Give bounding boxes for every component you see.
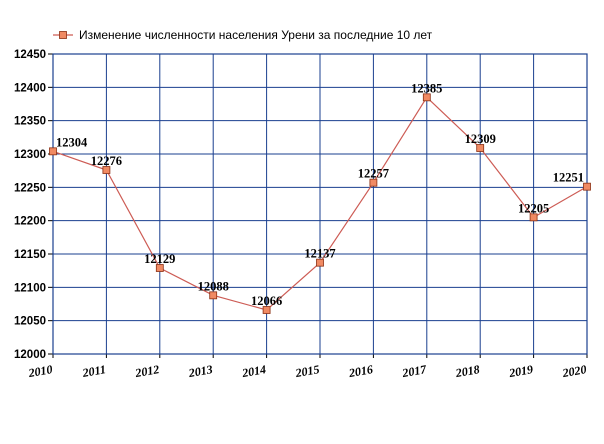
legend-label: Изменение численности населения Урени за… [79, 28, 433, 42]
data-label: 12066 [251, 294, 282, 308]
y-tick-label: 12000 [14, 349, 46, 361]
data-point-marker [155, 264, 164, 272]
data-point-marker [262, 306, 271, 314]
data-point-marker [209, 291, 218, 300]
grid [48, 53, 588, 358]
data-point-marker [422, 93, 431, 102]
data-label: 12385 [411, 81, 442, 95]
x-tick-label: 2012 [133, 362, 160, 380]
x-tick-label: 2017 [400, 362, 428, 380]
x-tick-label: 2013 [187, 362, 214, 380]
y-tick-label: 12200 [14, 216, 46, 228]
x-tick-label: 2018 [454, 362, 481, 380]
data-point-marker [476, 144, 485, 152]
data-label: 12304 [56, 135, 88, 149]
x-tick-label: 2019 [507, 362, 534, 380]
x-tick-label: 2015 [293, 362, 320, 380]
plot-frame [52, 53, 588, 355]
y-tick-label: 12400 [14, 82, 46, 94]
data-label: 12251 [553, 171, 584, 185]
y-axis-ticks: 12000 12050 12100 12150 12200 12250 12300 12350… [14, 49, 46, 361]
data-point-marker [583, 182, 591, 191]
legend: Изменение численности населения Урени за… [53, 28, 433, 42]
y-tick-label: 12300 [14, 149, 46, 161]
data-point-marker [102, 166, 111, 174]
x-tick-label: 2020 [560, 362, 587, 380]
x-tick-label: 2010 [26, 362, 53, 380]
x-tick-label: 2014 [240, 362, 267, 380]
y-tick-label: 12150 [14, 249, 46, 261]
legend-marker-swatch [59, 31, 67, 39]
data-label: 12129 [144, 252, 175, 266]
data-label: 12088 [198, 279, 229, 293]
y-tick-label: 12100 [14, 282, 46, 294]
data-label: 12137 [304, 247, 335, 261]
data-point-marker [49, 147, 57, 156]
data-label: 12257 [358, 167, 389, 181]
y-tick-label: 12250 [14, 182, 46, 194]
y-tick-label: 12350 [14, 116, 46, 128]
data-label: 12205 [518, 201, 549, 215]
data-point-marker [369, 178, 378, 187]
data-markers [49, 93, 591, 314]
x-tick-label: 2016 [347, 362, 374, 380]
data-point-marker [316, 258, 324, 267]
x-tick-label: 2011 [81, 362, 107, 380]
y-tick-label: 12450 [14, 49, 46, 61]
x-axis-ticks: 2010 2011 2012 2013 2014 2015 2016 2017 2018 2019… [26, 362, 587, 380]
y-tick-label: 12050 [14, 316, 46, 328]
data-point-marker [529, 213, 538, 222]
data-label: 12276 [91, 154, 122, 168]
data-label: 12309 [465, 132, 496, 146]
